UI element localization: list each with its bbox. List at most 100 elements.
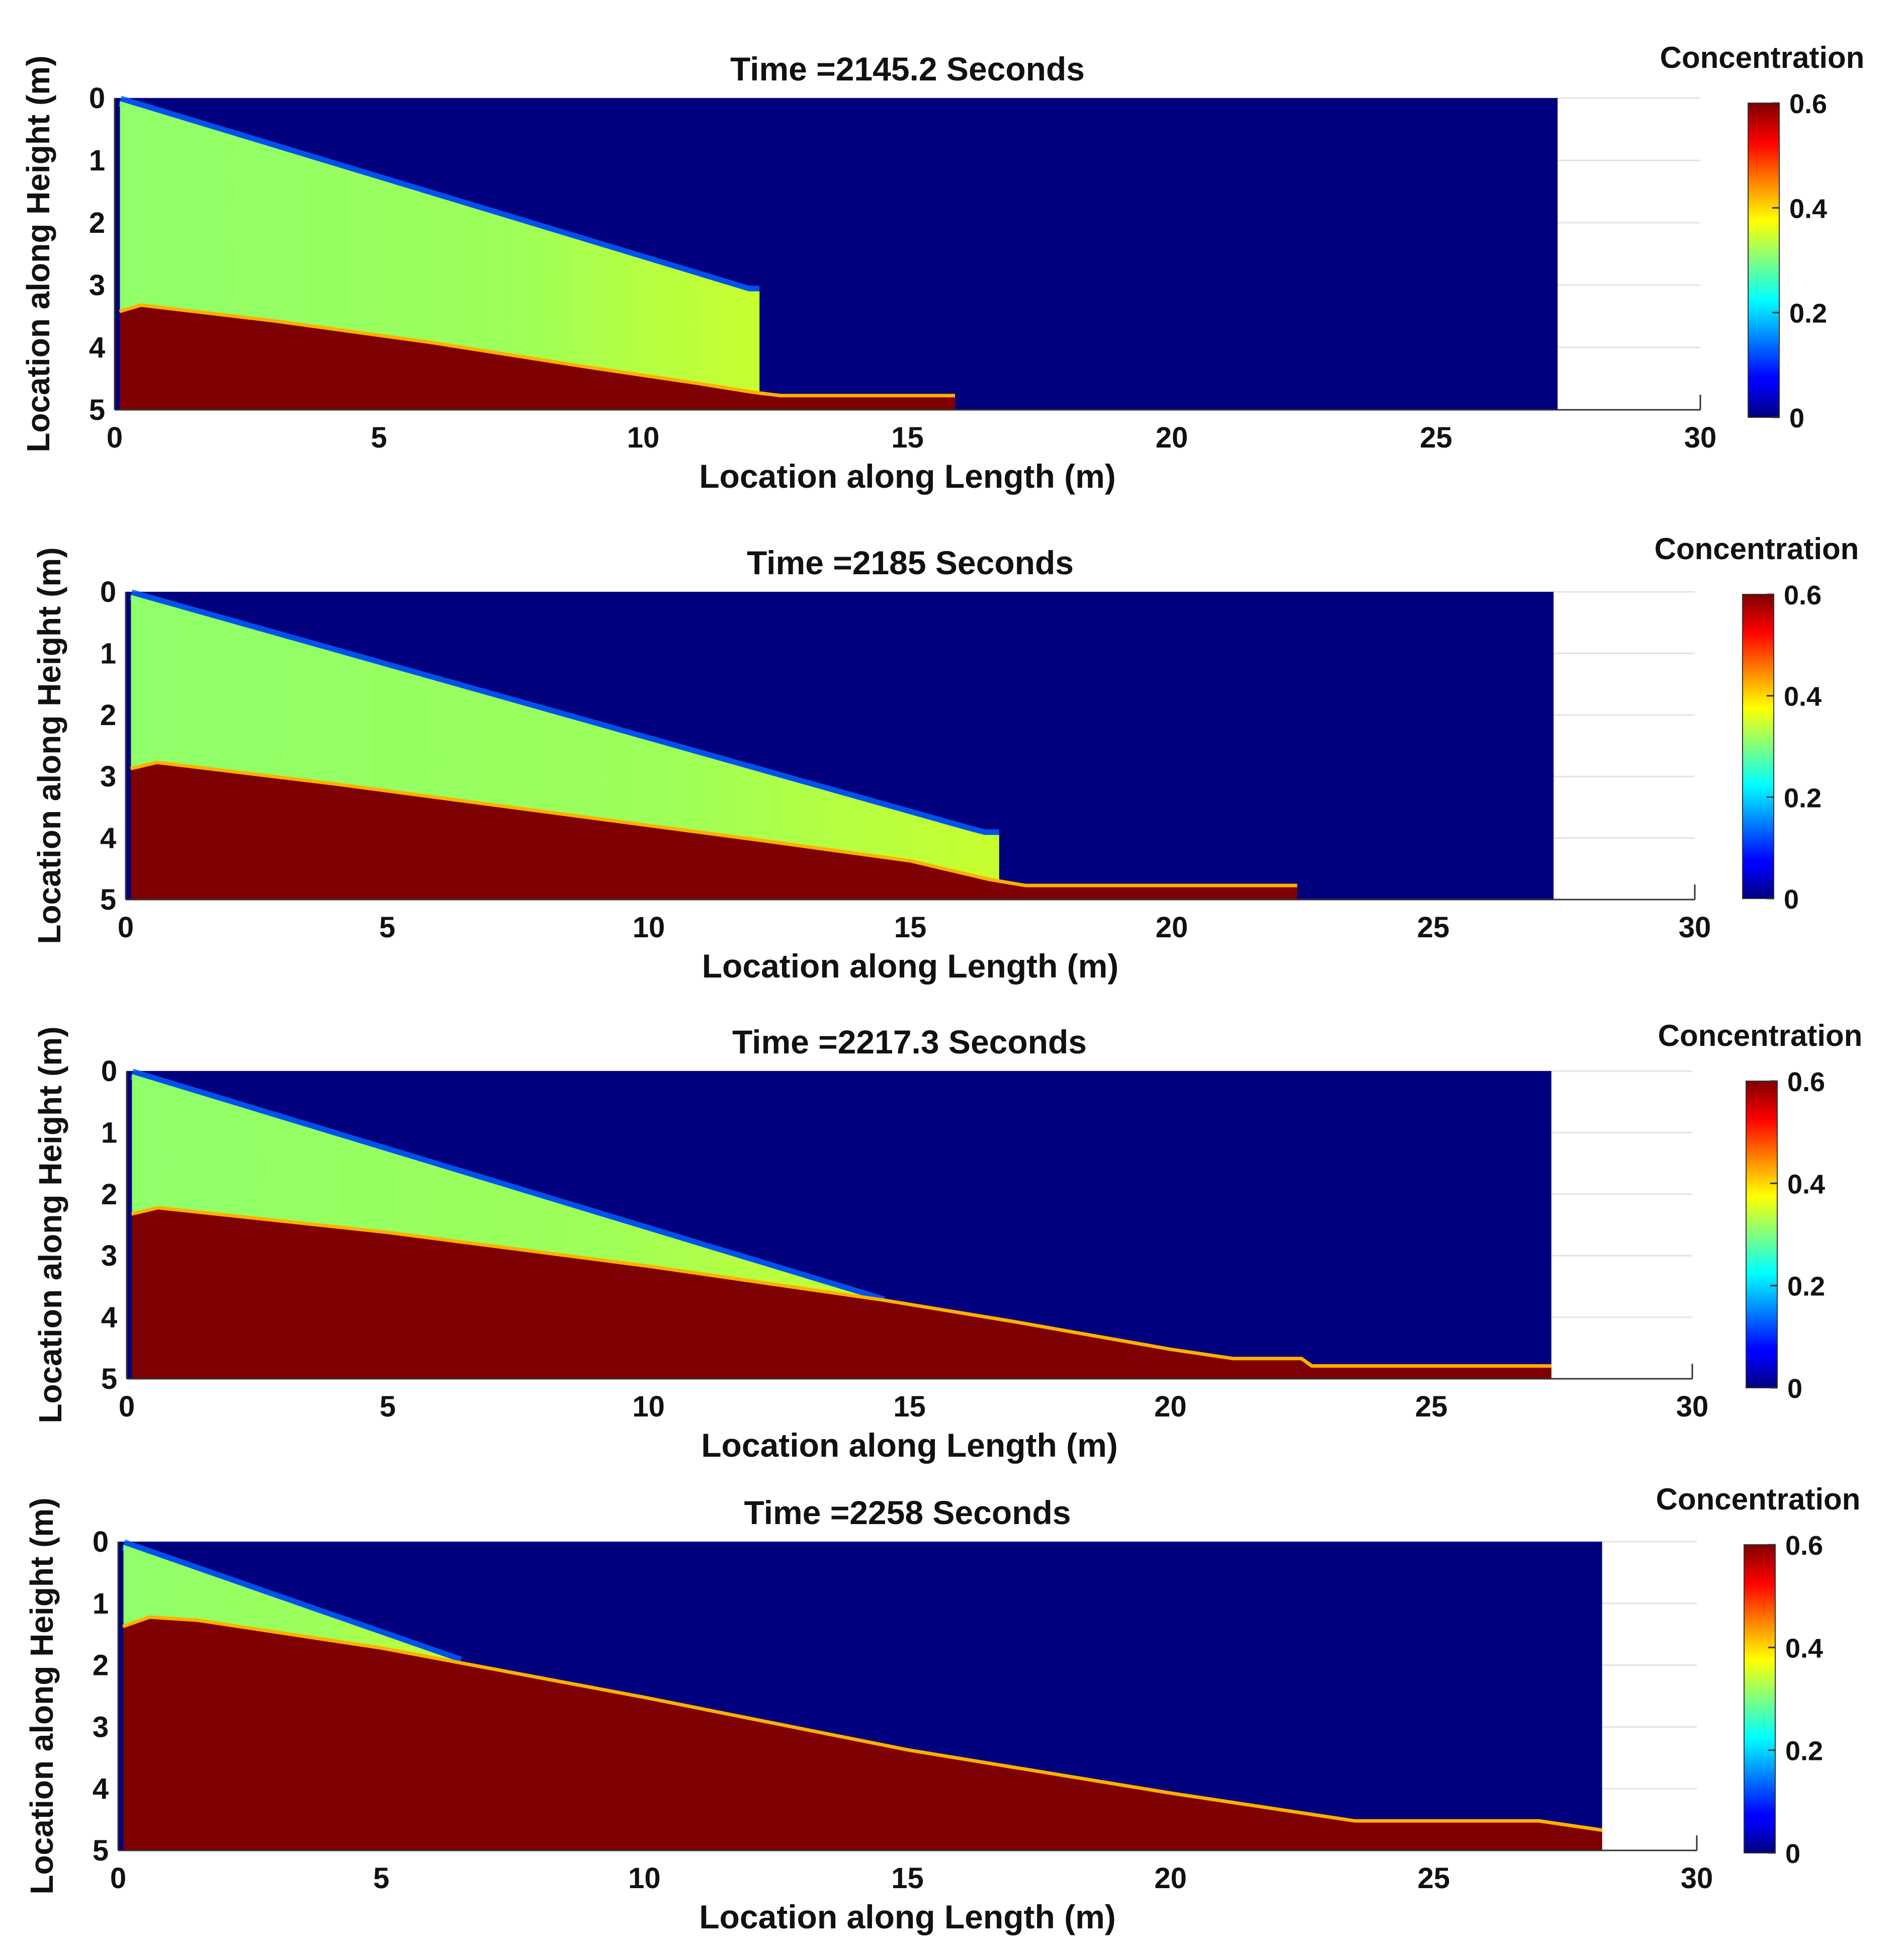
x-tick-label: 5	[373, 1862, 389, 1895]
colorbar-tick-label: 0.4	[1784, 682, 1822, 712]
y-tick-label: 1	[93, 1587, 109, 1620]
colorbar-tick-label: 0	[1784, 884, 1799, 915]
x-tick-label: 15	[891, 421, 924, 454]
y-axis-label: Location along Height (m)	[31, 547, 67, 944]
y-tick-label: 2	[101, 1178, 117, 1211]
x-tick-label: 5	[379, 911, 395, 944]
deposit-region	[123, 1619, 1602, 1850]
suspension-region	[131, 595, 999, 883]
deposit-region	[131, 764, 1297, 900]
y-tick-label: 4	[89, 331, 105, 364]
x-tick-label: 10	[628, 1862, 661, 1895]
x-tick-label: 5	[371, 421, 387, 454]
x-tick-label: 0	[118, 911, 134, 944]
x-tick-label: 10	[627, 421, 660, 454]
x-axis-label: Location along Length (m)	[702, 947, 1119, 985]
chart-title: Time =2185 Seconds	[747, 544, 1074, 581]
x-tick-label: 25	[1420, 421, 1452, 454]
colorbar	[1744, 1544, 1776, 1853]
y-tick-label: 4	[100, 822, 116, 855]
colorbar-label: Concentration	[1655, 532, 1859, 566]
colorbar-tick-label: 0.6	[1784, 580, 1822, 610]
x-tick-label: 0	[110, 1862, 126, 1895]
y-tick-label: 5	[93, 1834, 109, 1867]
x-tick-label: 20	[1154, 1862, 1187, 1895]
y-tick-label: 0	[101, 1055, 117, 1088]
x-tick-label: 10	[632, 1390, 665, 1423]
x-tick-label: 25	[1415, 1390, 1448, 1423]
y-tick-label: 5	[101, 1363, 117, 1395]
x-tick-label: 20	[1156, 911, 1188, 944]
colorbar-tick-label: 0.4	[1787, 1169, 1825, 1199]
x-tick-label: 5	[380, 1390, 396, 1423]
colorbar	[1746, 1081, 1778, 1388]
x-axis-label: Location along Length (m)	[701, 1427, 1118, 1464]
x-tick-label: 30	[1679, 911, 1711, 944]
y-tick-label: 0	[100, 576, 116, 608]
y-tick-label: 0	[89, 82, 105, 115]
y-tick-label: 3	[101, 1239, 117, 1272]
colorbar-tick-label: 0	[1785, 1839, 1800, 1869]
y-tick-label: 2	[93, 1649, 109, 1682]
y-tick-label: 5	[100, 883, 116, 916]
colorbar-label: Concentration	[1660, 41, 1865, 74]
x-tick-label: 15	[893, 1390, 926, 1423]
chart-title: Time =2145.2 Seconds	[730, 50, 1085, 87]
colorbar-label: Concentration	[1656, 1482, 1861, 1516]
colorbar-tick-label: 0.4	[1785, 1633, 1823, 1663]
colorbar	[1748, 103, 1780, 418]
colorbar-tick-label: 0.6	[1787, 1067, 1825, 1097]
y-tick-label: 3	[100, 760, 116, 793]
y-tick-label: 0	[93, 1526, 109, 1558]
x-tick-label: 30	[1676, 1390, 1709, 1423]
x-tick-label: 25	[1417, 911, 1450, 944]
y-tick-label: 5	[89, 394, 105, 426]
x-tick-label: 20	[1156, 421, 1188, 454]
y-tick-label: 2	[89, 207, 105, 239]
y-axis-label: Location along Height (m)	[24, 1497, 60, 1894]
colorbar-label: Concentration	[1658, 1019, 1863, 1052]
x-axis-label: Location along Length (m)	[699, 458, 1116, 495]
suspension-region	[123, 1545, 461, 1665]
y-tick-label: 1	[100, 637, 116, 670]
colorbar-tick-label: 0.6	[1789, 89, 1827, 119]
x-axis-label: Location along Length (m)	[699, 1898, 1116, 1935]
y-tick-label: 4	[93, 1772, 109, 1805]
x-tick-label: 15	[894, 911, 927, 944]
chart-title: Time =2217.3 Seconds	[732, 1023, 1087, 1060]
y-tick-label: 3	[93, 1711, 109, 1743]
colorbar-tick-label: 0.2	[1784, 783, 1822, 813]
colorbar-tick-label: 0.2	[1785, 1736, 1823, 1766]
y-tick-label: 1	[101, 1116, 117, 1149]
x-tick-label: 30	[1681, 1862, 1713, 1895]
colorbar-tick-label: 0.2	[1787, 1272, 1825, 1302]
x-tick-label: 30	[1684, 421, 1717, 454]
colorbar-tick-label: 0	[1787, 1374, 1802, 1404]
x-tick-label: 0	[119, 1390, 135, 1423]
colorbar-tick-label: 0.4	[1789, 194, 1827, 224]
y-axis-label: Location along Height (m)	[32, 1026, 68, 1423]
x-tick-label: 15	[891, 1862, 924, 1895]
y-axis-label: Location along Height (m)	[20, 55, 56, 452]
chart-title: Time =2258 Seconds	[744, 1494, 1071, 1531]
colorbar-tick-label: 0	[1789, 403, 1804, 433]
x-tick-label: 0	[107, 421, 123, 454]
y-tick-label: 4	[101, 1301, 117, 1334]
y-tick-label: 3	[89, 269, 105, 302]
colorbar-tick-label: 0.2	[1789, 299, 1827, 329]
suspension-region	[132, 1074, 884, 1302]
deposit-region	[132, 1209, 1551, 1379]
colorbar-tick-label: 0.6	[1785, 1531, 1823, 1561]
x-tick-label: 10	[633, 911, 665, 944]
y-tick-label: 2	[100, 699, 116, 732]
x-tick-label: 25	[1418, 1862, 1450, 1895]
y-tick-label: 1	[89, 144, 105, 177]
x-tick-label: 20	[1154, 1390, 1187, 1423]
deposit-region	[120, 307, 956, 410]
colorbar	[1742, 594, 1774, 899]
